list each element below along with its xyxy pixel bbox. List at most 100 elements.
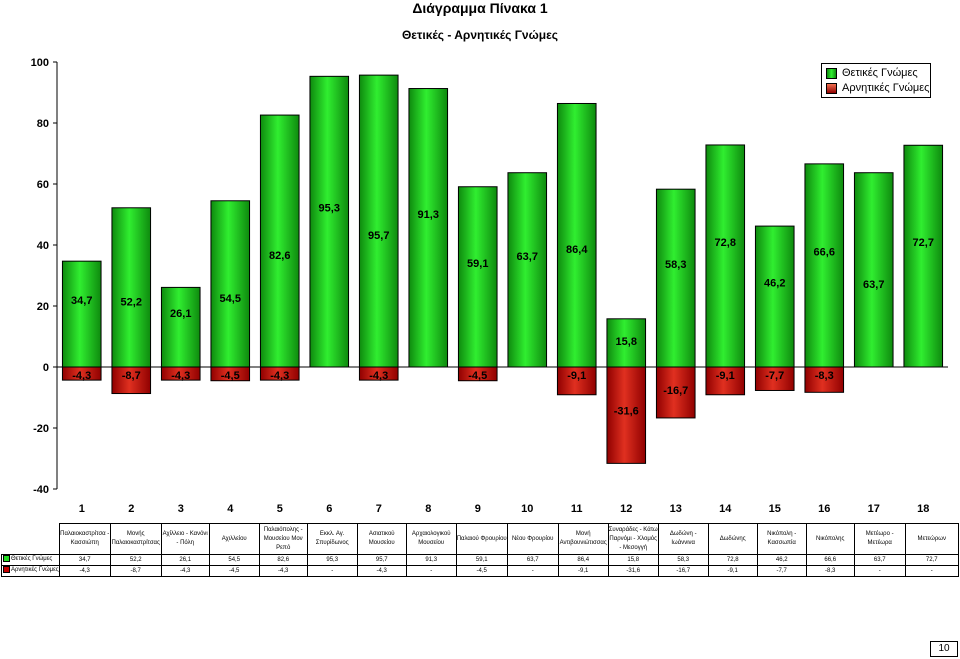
- negative-data-label: -4,3: [171, 370, 190, 382]
- positive-data-label: 72,7: [913, 237, 934, 249]
- table-cell: -4,3: [58, 565, 111, 577]
- legend-swatch-negative: [826, 82, 837, 94]
- x-tick-label: 6: [326, 503, 332, 515]
- table-header-cell: Νικόπολης: [805, 523, 855, 555]
- negative-bar: [160, 366, 201, 381]
- table-row: Αρνητικές Γνώμες -4,3 -8,7 -4,3 -4,5 -4,3- -4,…: [1, 565, 959, 577]
- negative-bar: [61, 366, 102, 381]
- table-cell: 95,7: [356, 554, 407, 566]
- table-header-cell: Μονή Αντιβουνιώτισσας: [557, 523, 609, 555]
- positive-data-label: 95,7: [368, 230, 389, 242]
- table-cell: 95,3: [306, 554, 358, 566]
- table-corner: [1, 523, 60, 555]
- x-tick-label: 7: [376, 503, 382, 515]
- table-cell: -8,3: [805, 565, 855, 577]
- negative-bar: [804, 366, 845, 393]
- negative-data-label: -31,6: [614, 405, 639, 417]
- negative-data-label: -4,5: [221, 370, 240, 382]
- table-cell: 52,2: [109, 554, 162, 566]
- table-cell: 86,4: [557, 554, 609, 566]
- table-cell: -: [506, 565, 559, 577]
- positive-bar: [705, 144, 746, 368]
- table-header-cell: Παλαιού Φρουρίου: [455, 523, 508, 555]
- positive-bar: [309, 75, 350, 368]
- legend-label-negative: Αρνητικές Γνώμες: [842, 82, 930, 94]
- y-tick-label: 100: [31, 57, 49, 69]
- table-cell: -: [904, 565, 959, 577]
- positive-bar: [259, 114, 300, 368]
- positive-data-label: 34,7: [71, 295, 92, 307]
- x-tick-label: 12: [620, 503, 632, 515]
- positive-data-label: 58,3: [665, 259, 686, 271]
- table-cell: -: [306, 565, 358, 577]
- table-cell: 26,1: [160, 554, 210, 566]
- negative-data-label: -7,7: [765, 370, 784, 382]
- legend-label-positive: Θετικές Γνώμες: [842, 67, 918, 79]
- y-tick-label: 60: [37, 179, 49, 191]
- table-cell: 66,6: [805, 554, 855, 566]
- positive-data-label: 26,1: [170, 308, 191, 320]
- positive-data-label: 63,7: [863, 279, 884, 291]
- legend-swatch-positive: [826, 67, 837, 79]
- positive-data-label: 63,7: [517, 251, 538, 263]
- positive-bar: [61, 260, 102, 368]
- negative-bar: [259, 366, 300, 381]
- negative-data-label: -4,3: [270, 370, 289, 382]
- table-header-cell: Ασιατικού Μουσείου: [356, 523, 407, 555]
- positive-bar: [853, 172, 894, 368]
- positive-data-label: 86,4: [566, 244, 588, 256]
- negative-bar: [754, 366, 795, 391]
- table-header-cell: Παλαιόπολης - Μουσείου Μον Ρεπό: [258, 523, 308, 555]
- row-legend-swatch: [3, 566, 10, 574]
- bar-chart: -40 -20 0 20 40 60 80 100 1 34,7 -4,3 2 52,2 -8,7 3 26…: [31, 57, 948, 515]
- data-table: Παλαιοκαστρίτσα - Κασσιώπη Μονής Παλαιοκα…: [1, 523, 959, 577]
- table-cell: 46,2: [756, 554, 807, 566]
- table-cell: -4,5: [455, 565, 508, 577]
- negative-bar: [556, 366, 597, 396]
- y-tick-label: -40: [33, 484, 49, 496]
- chart-title: Διάγραμμα Πίνακα 1: [412, 0, 548, 16]
- positive-data-label: 66,6: [814, 246, 835, 258]
- table-row-label: Αρνητικές Γνώμες: [1, 565, 60, 577]
- table-cell: -9,1: [557, 565, 609, 577]
- negative-data-label: -4,3: [72, 370, 91, 382]
- x-tick-label: 2: [128, 503, 134, 515]
- x-tick-label: 8: [425, 503, 431, 515]
- table-header-cell: Νέου Φρουρίου: [506, 523, 559, 555]
- x-tick-label: 17: [868, 503, 880, 515]
- negative-data-label: -9,1: [567, 370, 586, 382]
- x-tick-label: 15: [769, 503, 781, 515]
- positive-bar: [160, 286, 201, 368]
- table-header-cell: Εκκλ. Αγ. Σπυρίδωνος: [306, 523, 358, 555]
- positive-data-label: 95,3: [319, 203, 340, 215]
- x-tick-label: 18: [917, 503, 929, 515]
- table-cell: -7,7: [756, 565, 807, 577]
- positive-bar: [457, 186, 498, 368]
- negative-bar: [457, 366, 498, 382]
- table-header-cell: Μετεώρων: [904, 523, 959, 555]
- page-number: 10: [930, 641, 958, 657]
- table-header-cell: Νικόπολη - Κασσωπία: [756, 523, 807, 555]
- negative-data-label: -8,3: [815, 370, 834, 382]
- y-tick-label: 40: [37, 240, 49, 252]
- positive-data-label: 54,5: [220, 293, 241, 305]
- positive-bar: [655, 188, 696, 368]
- row-label-text: Θετικές Γνώμες: [11, 556, 53, 563]
- positive-data-label: 52,2: [121, 296, 142, 308]
- table-cell: 15,8: [607, 554, 659, 566]
- row-label-text: Αρνητικές Γνώμες: [11, 567, 59, 574]
- table-header-cell: Αχίλλειο - Κανόνι - Πόλη: [160, 523, 210, 555]
- table-cell: -4,3: [258, 565, 308, 577]
- positive-data-label: 72,8: [715, 237, 736, 249]
- x-tick-label: 1: [79, 503, 85, 515]
- table-cell: 54,5: [208, 554, 260, 566]
- table-cell: 91,3: [405, 554, 457, 566]
- y-tick-label: -20: [33, 423, 49, 435]
- negative-bar: [111, 366, 152, 395]
- negative-data-label: -8,7: [122, 370, 141, 382]
- positive-bar: [358, 74, 399, 368]
- table-header-row: Παλαιοκαστρίτσα - Κασσιώπη Μονής Παλαιοκα…: [1, 523, 959, 555]
- table-cell: 34,7: [58, 554, 111, 566]
- negative-data-label: -16,7: [663, 385, 688, 397]
- y-tick-label: 0: [43, 362, 49, 374]
